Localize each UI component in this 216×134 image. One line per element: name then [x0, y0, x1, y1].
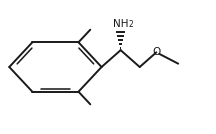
Text: O: O	[152, 47, 160, 57]
Text: 2: 2	[129, 20, 134, 29]
Text: NH: NH	[113, 18, 129, 29]
